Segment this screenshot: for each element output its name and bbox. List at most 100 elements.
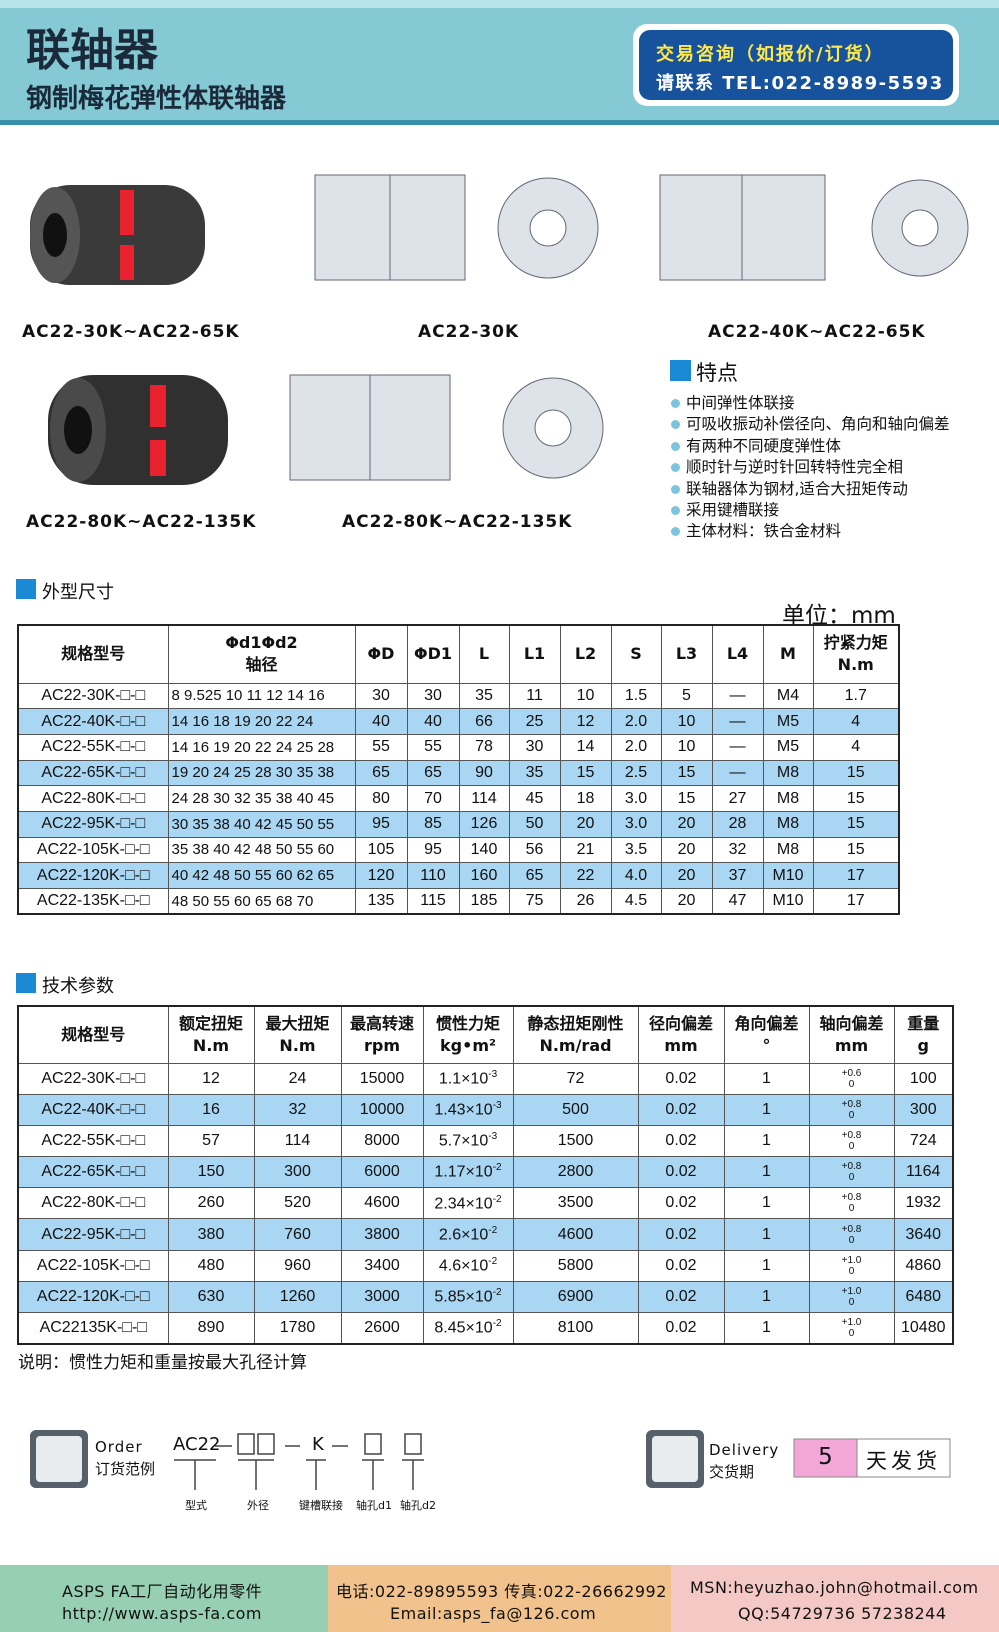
cell-text: 114 — [284, 1131, 311, 1149]
cell-text: 0.02 — [665, 1225, 697, 1243]
cell: 1.1×10-3 — [422, 1062, 514, 1095]
cell: 480 — [167, 1249, 255, 1282]
cell: 2600 — [340, 1311, 424, 1345]
cell-text: 8 9.525 10 11 12 14 16 — [171, 687, 325, 705]
header-text: 惯性力矩 — [435, 1013, 500, 1033]
cell-text: 4600 — [364, 1194, 400, 1212]
cell-text: 40 — [424, 712, 442, 730]
header-text: ΦD — [367, 644, 395, 664]
cell-text: 78 — [475, 738, 493, 756]
cell-text: 15 — [576, 763, 595, 781]
row: AC22-40K-□-□ 14 16 18 19 20 22 24 40 40 66 25… — [17, 708, 900, 735]
cell: 32 — [253, 1093, 342, 1126]
cell: 37 — [711, 862, 764, 889]
cell: 10 — [559, 682, 612, 710]
cell: 260 — [167, 1187, 255, 1220]
cell: 72 — [512, 1062, 639, 1095]
cell-text: 40 — [372, 712, 390, 730]
cell-text: 22 — [576, 866, 595, 884]
cell-text: 35 — [475, 686, 493, 704]
header-text: 静态扭矩刚性 — [527, 1013, 624, 1033]
cell-text: AC22-30K-□-□ — [41, 1069, 146, 1087]
cell-text: 40 42 48 50 55 60 62 65 — [171, 867, 335, 885]
cell-text: 380 — [197, 1225, 225, 1243]
order-code: K — [312, 1434, 324, 1455]
cell: 21 — [559, 836, 612, 864]
cell: 1164 — [893, 1156, 954, 1189]
header-text: 拧紧力矩 — [823, 633, 888, 653]
cell-text: 1780 — [279, 1318, 316, 1336]
row: AC22-80K-□-□ 260 520 4600 2.34×10-2 3500 0.02 1… — [17, 1187, 954, 1220]
cell: M4 — [762, 682, 814, 710]
cell-text: 126 — [470, 815, 498, 833]
cell: 2.0 — [610, 708, 662, 735]
cell-text: 630 — [197, 1287, 225, 1305]
header-text: 重量 — [907, 1013, 940, 1033]
cell: AC22-105K-□-□ — [17, 1249, 169, 1282]
feature-item: 联轴器体为钢材,适合大扭矩传动 — [686, 477, 908, 499]
cell: 6900 — [512, 1280, 639, 1314]
cell-text: M5 — [776, 738, 800, 756]
cell-text: 12 — [202, 1069, 220, 1087]
cell: 105 — [354, 836, 408, 864]
cell-text: 140 — [470, 840, 498, 858]
cell-text: 48 50 55 60 65 68 70 — [171, 892, 314, 910]
cell-text: 85 — [424, 815, 442, 833]
cell-text: 0.02 — [665, 1318, 697, 1336]
subtitle: 钢制梅花弹性体联轴器 — [26, 84, 287, 114]
cell-text: 0 — [848, 1296, 855, 1308]
cell-text: AC22135K-□-□ — [39, 1318, 147, 1336]
cell: — — [711, 708, 764, 735]
cell: 300 — [893, 1093, 954, 1126]
cell-text: 3000 — [364, 1287, 400, 1305]
cell-text: 47 — [728, 892, 747, 910]
cell: 2800 — [512, 1156, 639, 1189]
cell-text: 115 — [420, 892, 446, 910]
cell: 47 — [711, 888, 764, 915]
cell-text: 32 — [728, 840, 747, 858]
cell-text: 0 — [848, 1265, 855, 1277]
cell-text: 2800 — [557, 1163, 594, 1181]
cell-text: 5.7×10 — [438, 1132, 489, 1150]
cell-text: +1.0 — [841, 1254, 862, 1266]
cell: 6000 — [340, 1156, 424, 1189]
section-title: 外型尺寸 — [16, 578, 114, 604]
cell-text: 4600 — [557, 1225, 594, 1243]
cell-text: 110 — [420, 866, 446, 884]
cell-text: 120 — [367, 866, 395, 884]
cell: 30 35 38 40 42 45 50 55 — [167, 810, 356, 838]
cell: — — [711, 759, 764, 787]
cell: AC22-80K-□-□ — [17, 1187, 169, 1220]
cell: 150 — [167, 1156, 255, 1189]
cell-text: M4 — [776, 686, 800, 704]
section-title: 技术参数 — [16, 972, 114, 998]
cell: 2.34×10-2 — [422, 1187, 514, 1220]
header-text: g — [917, 1035, 929, 1055]
cell-text: 15 — [846, 815, 865, 833]
header-text: L1 — [523, 644, 546, 664]
cell: 100 — [893, 1062, 954, 1095]
contact: 交易咨询（如报价/订货） — [656, 44, 885, 65]
cell: AC22-30K-□-□ — [17, 1062, 169, 1095]
cell: 1 — [723, 1093, 810, 1126]
footer-text: ASPS FA工厂自动化用零件 — [62, 1582, 263, 1601]
cell: AC22-40K-□-□ — [17, 708, 169, 735]
cell: M5 — [762, 708, 814, 735]
header-text: 规格型号 — [61, 644, 126, 664]
cell: 4.6×10-2 — [422, 1249, 514, 1282]
cell-text: AC22-105K-□-□ — [36, 840, 150, 858]
cell-text: 114 — [471, 789, 497, 807]
cell: 17 — [812, 862, 900, 889]
row: AC22-120K-□-□ 40 42 48 50 55 60 62 65 120 1… — [17, 862, 900, 889]
cell: 15 — [812, 836, 900, 864]
caption: AC22-40K~AC22-65K — [708, 322, 926, 342]
cell: 10 — [660, 733, 713, 761]
cell-text: 25 — [525, 712, 544, 730]
cell: AC22-65K-□-□ — [17, 1156, 169, 1189]
header-text: N.m — [279, 1035, 316, 1055]
cell-text: 0 — [848, 1203, 855, 1215]
cell: 3400 — [340, 1249, 424, 1282]
header-text: 最大扭矩 — [265, 1013, 330, 1033]
cell-text: 2.6×10 — [438, 1226, 489, 1244]
